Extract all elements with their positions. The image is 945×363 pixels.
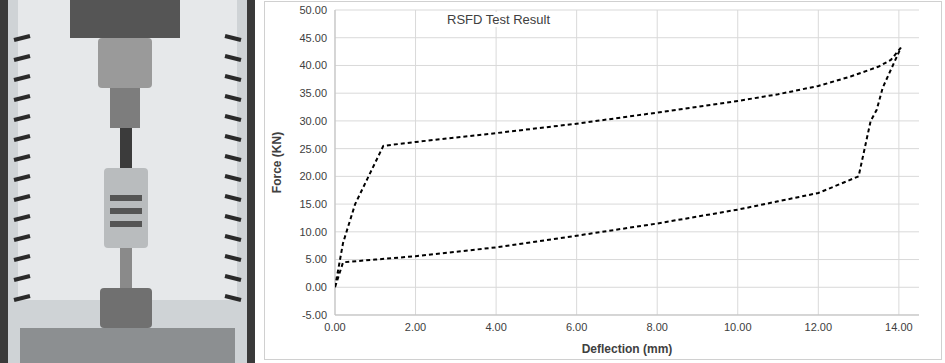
- svg-text:Force (KN): Force (KN): [270, 132, 284, 193]
- svg-text:14.00: 14.00: [885, 321, 913, 333]
- svg-text:20.00: 20.00: [299, 170, 327, 182]
- svg-text:45.00: 45.00: [299, 32, 327, 44]
- svg-text:50.00: 50.00: [299, 4, 327, 16]
- svg-text:8.00: 8.00: [646, 321, 667, 333]
- svg-text:10.00: 10.00: [299, 226, 327, 238]
- html-text:RSFD Test Result: RSFD Test Result: [447, 12, 551, 27]
- svg-text:-5.00: -5.00: [302, 309, 327, 321]
- svg-text:25.00: 25.00: [299, 143, 327, 155]
- svg-text:Deflection (mm): Deflection (mm): [582, 342, 673, 356]
- svg-text:12.00: 12.00: [805, 321, 833, 333]
- svg-text:40.00: 40.00: [299, 59, 327, 71]
- svg-text:2.00: 2.00: [405, 321, 426, 333]
- svg-text:0.00: 0.00: [324, 321, 345, 333]
- svg-text:0.00: 0.00: [306, 281, 327, 293]
- svg-text:10.00: 10.00: [724, 321, 752, 333]
- svg-text:4.00: 4.00: [485, 321, 506, 333]
- svg-text:15.00: 15.00: [299, 198, 327, 210]
- svg-text:35.00: 35.00: [299, 87, 327, 99]
- svg-text:30.00: 30.00: [299, 115, 327, 127]
- svg-text:5.00: 5.00: [306, 253, 327, 265]
- svg-text:6.00: 6.00: [566, 321, 587, 333]
